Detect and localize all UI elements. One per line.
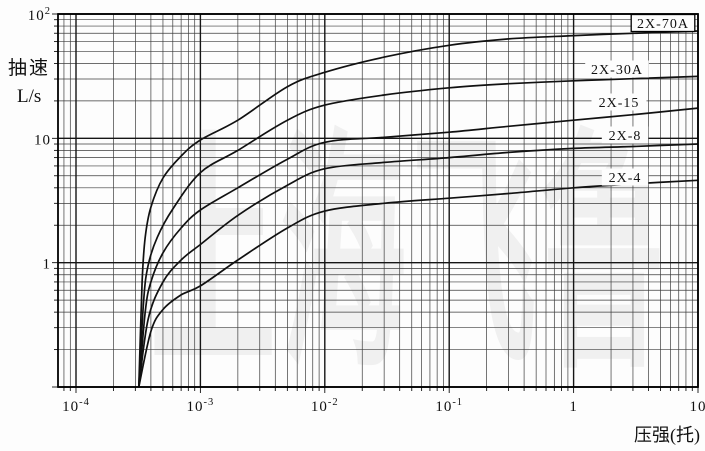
- curve-label-2X-4: 2X-4: [609, 171, 642, 186]
- curve-label-box-2X-70A: [630, 13, 696, 33]
- curve-2X-70A: [137, 30, 698, 387]
- y-tick-label: 102: [28, 6, 51, 24]
- curve-label-2X-30A: 2X-30A: [591, 63, 643, 78]
- x-tick-label: 10-3: [187, 397, 215, 415]
- curve-label-box-2X-8: [601, 126, 649, 144]
- x-tick-label: 1: [569, 399, 578, 415]
- curve-label-2X-70A: 2X-70A: [637, 17, 689, 32]
- curves: [137, 30, 698, 387]
- x-tick-label: 10-2: [311, 397, 339, 415]
- y-axis-title-line1: 抽速: [8, 57, 50, 79]
- curve-label-2X-8: 2X-8: [609, 129, 642, 144]
- y-axis-title-line2: L/s: [17, 86, 41, 107]
- curve-2X-8: [137, 143, 698, 387]
- grid-minor: [58, 14, 698, 387]
- curve-2X-15: [137, 107, 698, 387]
- x-tick-label: 10: [690, 399, 705, 415]
- curve-labels: 2X-70A 2X-30A 2X-15 2X-8 2X-4: [585, 13, 696, 186]
- curve-label-box-2X-30A: [585, 60, 649, 78]
- x-tick-label: 10-1: [435, 397, 463, 415]
- curve-label-box-2X-4: [601, 168, 649, 186]
- y-tick-label: 10: [34, 132, 51, 148]
- y-tick-label: 1: [43, 257, 52, 273]
- curve-2X-30A: [137, 75, 698, 387]
- curve-label-2X-15: 2X-15: [599, 96, 640, 111]
- curve-2X-4: [137, 179, 698, 387]
- x-tick-label: 10-4: [62, 397, 90, 415]
- y-tick-labels: 102 10 1: [28, 6, 52, 273]
- x-axis-title: 压强(托): [634, 425, 700, 446]
- curve-label-box-2X-15: [591, 93, 647, 111]
- plot-border: [57, 13, 699, 388]
- x-tick-labels: 10-4 10-3 10-2 10-1 1 10: [62, 397, 705, 415]
